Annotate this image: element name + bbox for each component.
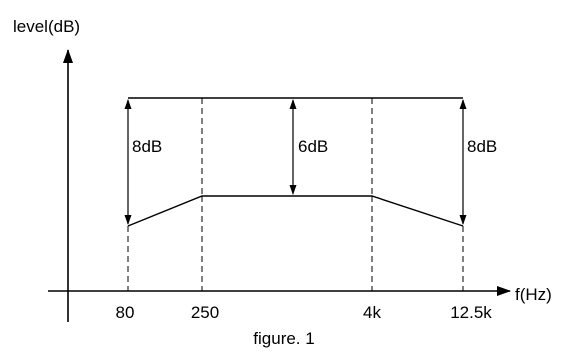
x-tick-80: 80 [116,303,135,322]
measure-label-left: 8dB [132,137,162,156]
y-axis-label: level(dB) [13,17,80,36]
response-curve [127,195,464,227]
x-axis-label: f(Hz) [515,285,552,304]
x-tick-12-5k: 12.5k [450,303,492,322]
measure-label-right: 8dB [467,137,497,156]
x-tick-4k: 4k [363,303,381,322]
x-tick-250: 250 [191,303,219,322]
figure-caption: figure. 1 [253,329,314,348]
measure-label-center: 6dB [298,137,328,156]
